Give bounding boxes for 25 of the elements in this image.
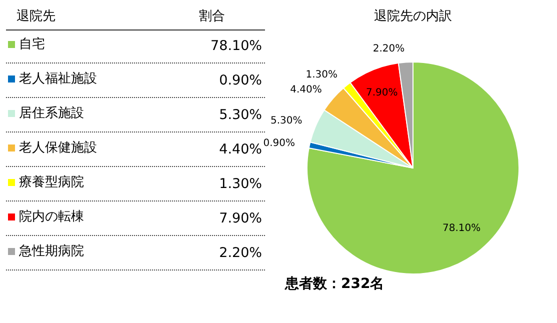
text: 78.10% — [210, 38, 262, 54]
text: 0.90% — [219, 72, 262, 88]
data-label: 2.20% — [372, 43, 405, 54]
data-label: 1.30% — [306, 70, 338, 81]
legend-label: 急性期病院 — [18, 244, 84, 259]
legend-title: 退院先 — [16, 9, 56, 24]
chart-title: 退院先の内訳 — [374, 9, 452, 24]
legend-label: 療養型病院 — [19, 175, 84, 190]
data-label: 78.10% — [442, 222, 481, 234]
data-label: 5.30% — [270, 116, 302, 127]
text: 患者数：232名 — [284, 276, 384, 292]
data-label: 0.90% — [263, 138, 296, 149]
text: 7.90% — [219, 210, 262, 226]
legend-label: 自宅 — [19, 36, 45, 52]
data-label: 4.40% — [290, 84, 322, 96]
text: 割合 — [199, 9, 225, 24]
legend-label: 居住系施設 — [19, 106, 84, 121]
legend-label: 老人福祉施設 — [19, 72, 97, 86]
text: 5.30% — [219, 107, 262, 123]
legend-label: 老人保健施設 — [19, 140, 97, 156]
text: 2.20% — [219, 245, 262, 261]
legend-label: 院内の転棟 — [19, 210, 84, 224]
data-label: 7.90% — [366, 87, 398, 98]
text: 4.40% — [219, 142, 262, 158]
text: 1.30% — [219, 176, 262, 192]
